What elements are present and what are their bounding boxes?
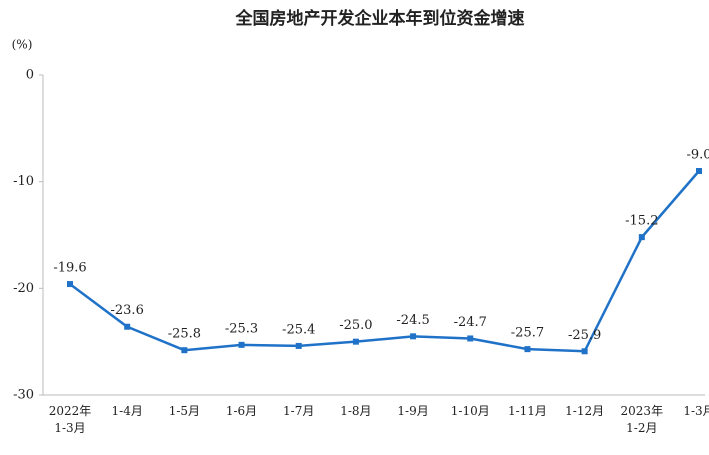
x-tick-label: 1-7月 bbox=[283, 404, 315, 418]
marker bbox=[524, 346, 531, 353]
value-label: -15.2 bbox=[625, 214, 658, 229]
x-tick-label: 1-9月 bbox=[397, 404, 429, 418]
value-label: -25.4 bbox=[282, 322, 315, 337]
value-label: -25.8 bbox=[168, 327, 201, 342]
marker bbox=[410, 333, 417, 340]
y-unit: (%) bbox=[12, 38, 33, 52]
x-tick-label: 1-10月 bbox=[450, 404, 490, 418]
y-tick-label: -10 bbox=[13, 174, 34, 189]
marker bbox=[124, 323, 131, 330]
value-label: -25.9 bbox=[568, 328, 601, 343]
marker bbox=[638, 234, 645, 241]
x-tick-label: 1-12月 bbox=[565, 404, 605, 418]
x-tick-label: 1-11月 bbox=[507, 404, 547, 418]
value-label: -9.0 bbox=[686, 148, 709, 163]
x-tick-label: 1-5月 bbox=[168, 404, 201, 418]
value-label: -24.7 bbox=[454, 315, 487, 330]
x-tick-label: 1-4月 bbox=[111, 404, 143, 418]
value-label: -25.3 bbox=[225, 321, 258, 336]
marker bbox=[467, 335, 474, 342]
value-label: -19.6 bbox=[53, 261, 86, 276]
marker bbox=[181, 347, 188, 354]
x-tick-label: 1-8月 bbox=[340, 404, 372, 418]
chart-title: 全国房地产开发企业本年到位资金增速 bbox=[235, 8, 525, 29]
x-tick-label: 1-3月 bbox=[683, 404, 709, 418]
marker bbox=[67, 281, 73, 288]
y-tick-label: 0 bbox=[26, 68, 34, 83]
value-label: -23.6 bbox=[111, 303, 144, 318]
y-tick-label: -30 bbox=[13, 388, 34, 403]
marker bbox=[352, 338, 359, 345]
value-label: -25.0 bbox=[339, 318, 372, 333]
marker bbox=[581, 348, 588, 355]
marker bbox=[238, 341, 245, 348]
y-tick-label: -20 bbox=[13, 281, 34, 296]
value-label: -25.7 bbox=[511, 326, 544, 341]
marker bbox=[295, 342, 302, 349]
marker bbox=[696, 168, 702, 174]
x-tick-label: 2023年 1-2月 bbox=[620, 404, 664, 435]
x-tick-label: 1-6月 bbox=[225, 404, 258, 418]
line bbox=[69, 170, 700, 353]
x-tick-label: 2022年 1-3月 bbox=[48, 404, 92, 435]
value-label: -24.5 bbox=[396, 313, 429, 328]
